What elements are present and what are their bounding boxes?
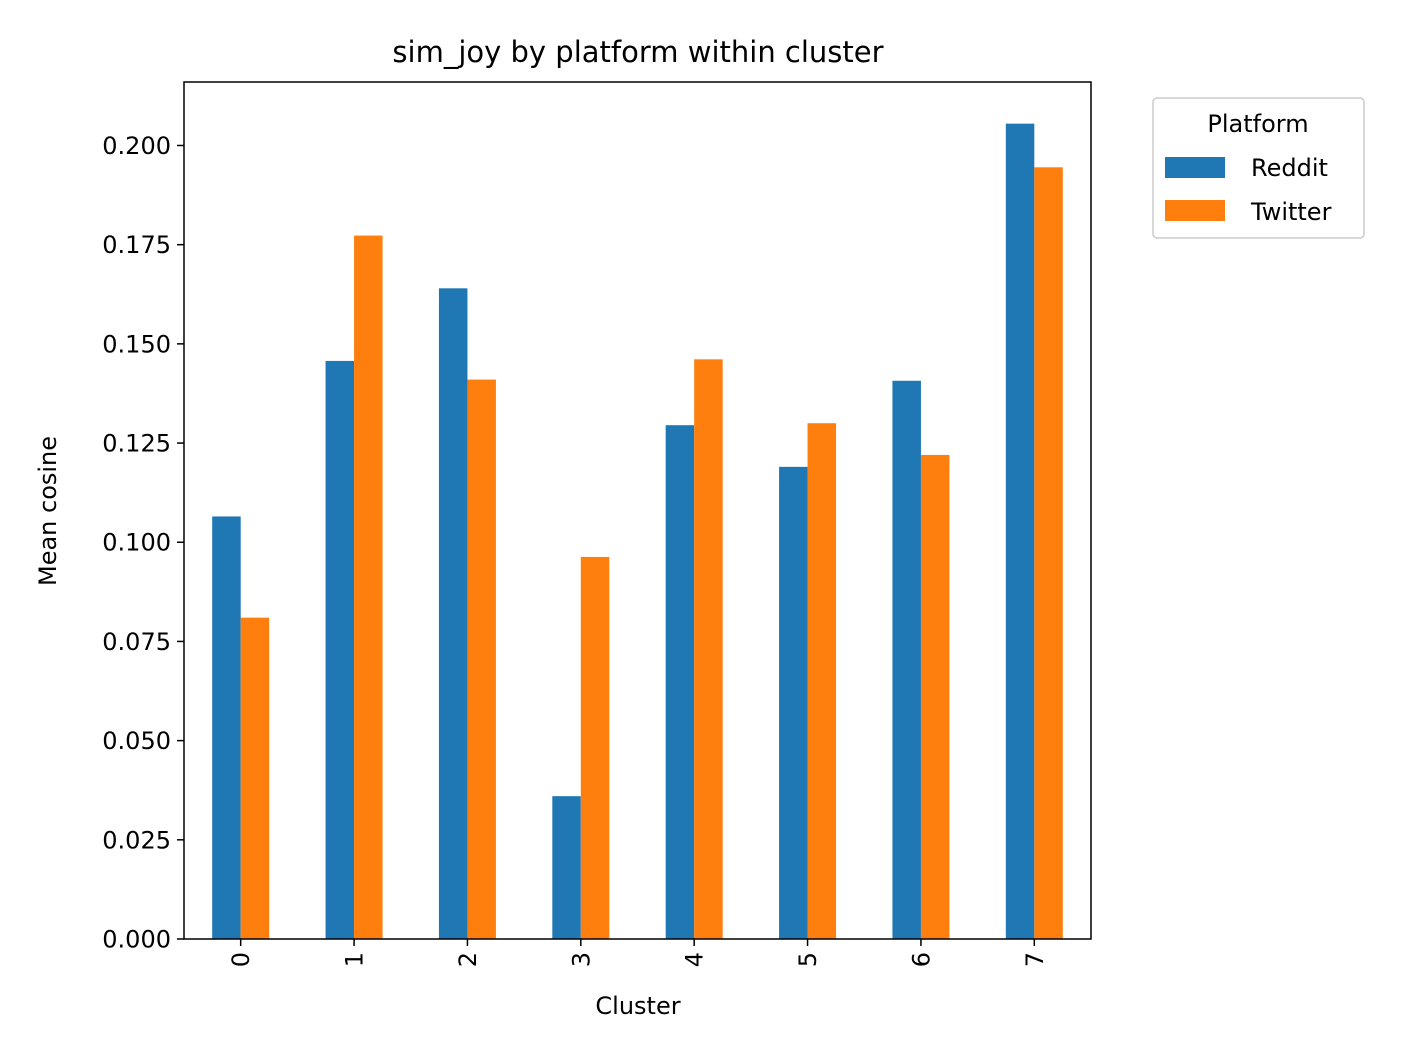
y-axis-label: Mean cosine [34,436,62,586]
y-tick-label: 0.200 [102,132,171,160]
x-axis: 0 1 2 3 4 5 6 7 [227,939,1049,967]
bar-twitter-cluster-2 [467,379,496,939]
x-axis-label: Cluster [595,992,680,1020]
bar-twitter-cluster-4 [694,359,723,940]
bar-reddit-cluster-7 [1005,123,1035,939]
bar-reddit-cluster-0 [212,516,241,939]
y-tick-label: 0.100 [102,529,171,557]
bar-twitter-cluster-3 [580,556,610,939]
x-tick-label: 7 [1021,952,1049,967]
bar-twitter-cluster-1 [354,235,383,940]
bar-twitter-cluster-0 [240,617,270,940]
x-tick-label: 4 [681,952,709,967]
y-tick-label: 0.150 [102,330,171,358]
bar-reddit-cluster-2 [438,288,468,939]
bars-group [212,123,1063,940]
bar-reddit-cluster-5 [779,466,808,939]
y-tick-label: 0.075 [102,628,171,656]
y-tick-label: 0.025 [102,826,171,854]
x-tick-label: 0 [227,952,255,967]
bar-reddit-cluster-3 [552,796,581,939]
legend-title: Platform [1207,110,1308,138]
legend-label-twitter: Twitter [1250,198,1332,226]
y-tick-label: 0.125 [102,430,171,458]
x-tick-label: 5 [794,952,822,967]
legend-swatch-twitter [1165,200,1225,221]
x-tick-label: 6 [907,952,935,967]
bar-twitter-cluster-5 [807,423,837,940]
plot-area [183,81,1092,940]
chart-title: sim_joy by platform within cluster [392,35,883,69]
legend-label-reddit: Reddit [1251,154,1328,182]
bar-twitter-cluster-6 [920,454,950,939]
y-tick-label: 0.175 [102,231,171,259]
y-tick-label: 0.000 [102,926,171,954]
bar-twitter-cluster-7 [1034,167,1063,940]
bar-reddit-cluster-4 [665,425,695,939]
y-axis: 0.000 0.025 0.050 0.075 0.100 0.125 0.150 0.175… [102,132,184,954]
legend: Platform Reddit Twitter [1152,97,1365,239]
bar-reddit-cluster-6 [892,380,921,939]
y-tick-label: 0.050 [102,727,171,755]
bar-reddit-cluster-1 [325,360,355,939]
x-tick-label: 2 [454,952,482,967]
x-tick-label: 3 [567,952,595,967]
legend-swatch-reddit [1165,157,1225,178]
x-tick-label: 1 [341,952,369,967]
